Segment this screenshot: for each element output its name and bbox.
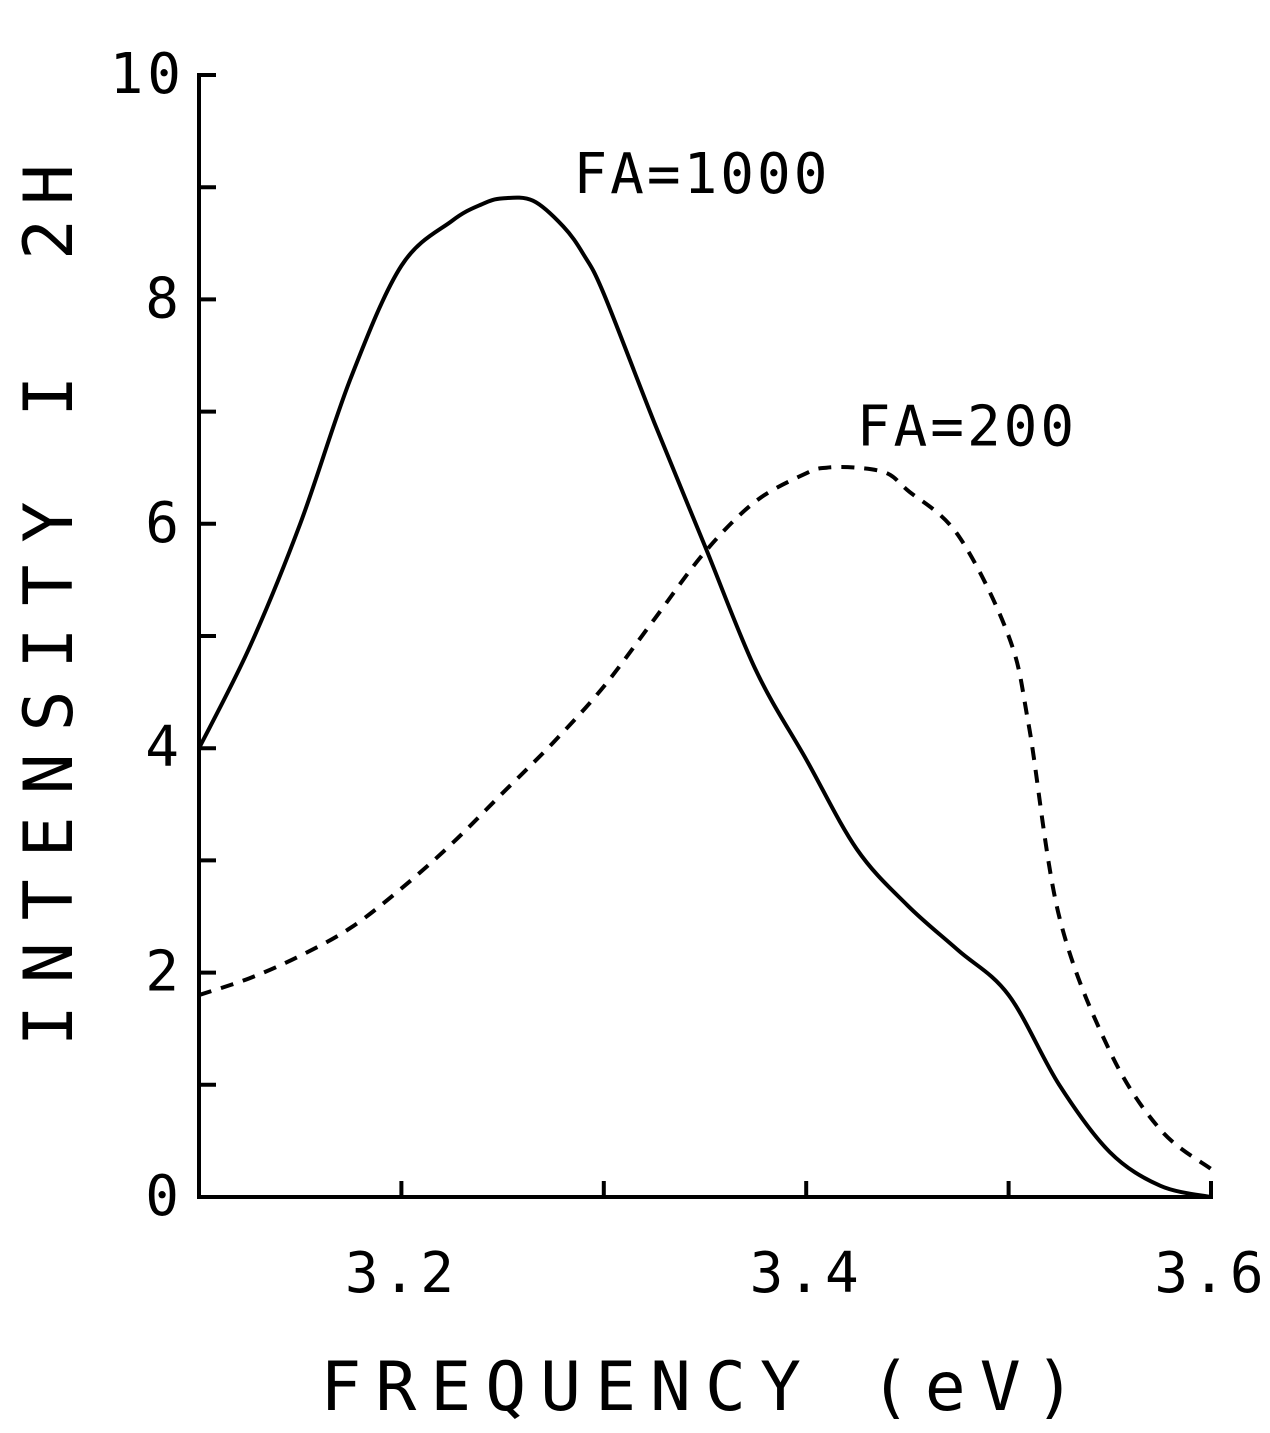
y-tick-label-6: 6 — [145, 491, 183, 556]
y-axis-unit-marker: 2H — [10, 150, 89, 260]
y-tick-label-2: 2 — [145, 940, 183, 1005]
y-tick-label-4: 4 — [145, 715, 183, 780]
y-axis-label: INTENSITY I — [10, 354, 89, 1046]
y-ticks: 0 2 4 6 8 10 — [110, 42, 216, 1229]
x-tick-label-3-6: 3.6 — [1154, 1241, 1267, 1306]
series-label-fa-1000: FA=1000 — [573, 142, 830, 207]
series-line-fa-200 — [198, 464, 1213, 1171]
series-line-fa-1000 — [197, 195, 1212, 1199]
x-tick-label-3-4: 3.4 — [750, 1241, 863, 1306]
y-tick-label-8: 8 — [145, 266, 183, 331]
x-axis-label: FREQUENCY (eV) — [320, 1348, 1089, 1427]
x-ticks: 3.2 3.4 3.6 — [197, 1181, 1267, 1306]
axes-layer: 3.2 3.4 3.6 0 2 4 6 8 10 — [110, 42, 1267, 1306]
series-label-fa-200: FA=200 — [857, 394, 1077, 459]
series-layer: FA=1000 FA=200 — [197, 142, 1213, 1199]
x-tick-label-3-2: 3.2 — [345, 1241, 458, 1306]
y-tick-label-0: 0 — [145, 1164, 183, 1229]
y-tick-label-10: 10 — [110, 42, 185, 107]
